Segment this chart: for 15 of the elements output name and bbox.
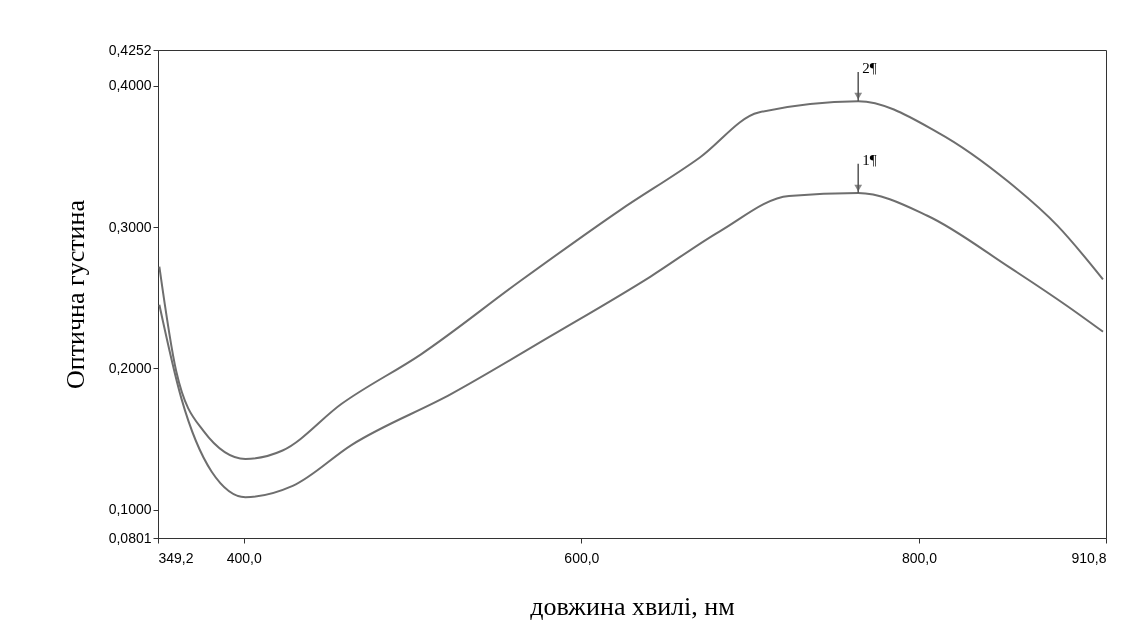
y-tick-label: 0,0801 — [108, 529, 152, 546]
annotation: 1¶ — [862, 151, 877, 168]
y-tick-label: 0,4252 — [108, 41, 152, 58]
x-tick-label: 349,2 — [158, 549, 194, 566]
x-tick-label: 600,0 — [564, 549, 600, 566]
y-axis-title: Оптична густина — [60, 199, 90, 389]
y-tick-label: 0,3000 — [108, 218, 152, 235]
annotation: 2¶ — [862, 59, 877, 76]
x-tick-label: 910,8 — [1071, 549, 1107, 566]
x-axis-title: довжина хвилі, нм — [530, 591, 735, 621]
y-tick-label: 0,4000 — [108, 77, 152, 94]
y-tick-label: 0,2000 — [108, 359, 152, 376]
x-tick-label: 400,0 — [226, 549, 262, 566]
y-tick-label: 0,1000 — [108, 501, 152, 518]
x-tick-label: 800,0 — [901, 549, 938, 566]
